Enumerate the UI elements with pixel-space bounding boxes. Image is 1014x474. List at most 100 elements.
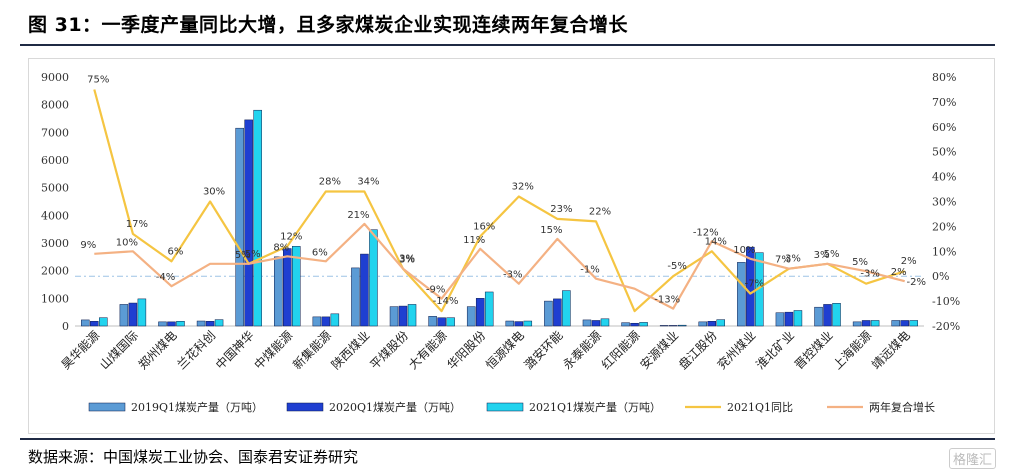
source-note: 数据来源：中国煤炭工业协会、国泰君安证券研究 — [28, 448, 359, 466]
bar-2021q1 — [330, 313, 340, 327]
x-category-label: 兰花科创 — [174, 328, 219, 373]
extra-data-label: 3% — [399, 255, 415, 266]
bar-2019q1 — [582, 319, 592, 327]
yoy-data-label: 6% — [168, 246, 184, 257]
bar-2021q1 — [214, 319, 224, 327]
bar-2021q1 — [832, 303, 841, 327]
bar-2019q1 — [351, 267, 360, 327]
bar-2019q1 — [312, 316, 322, 327]
bar-2019q1 — [891, 320, 900, 327]
yoy-data-label: 30% — [203, 187, 225, 198]
bar-2019q1 — [814, 306, 823, 327]
y-right-tick-label: 60% — [932, 121, 956, 134]
bar-2021q1 — [446, 317, 455, 327]
bar-2021q1 — [292, 246, 301, 327]
bar-2019q1 — [852, 321, 862, 327]
yoy-data-label: 5% — [245, 249, 261, 260]
bar-2020q1 — [823, 304, 832, 327]
bar-2020q1 — [283, 248, 292, 327]
x-category-label: 昊华能源 — [59, 328, 103, 372]
bar-2021q1 — [716, 319, 725, 327]
chart-title: 图 31：一季度产量同比大增，且多家煤炭企业实现连续两年复合增长 — [28, 14, 629, 36]
cagr-data-label: -2% — [907, 277, 926, 288]
bar-2020q1 — [437, 317, 446, 327]
legend-label: 2021Q1同比 — [727, 401, 793, 414]
bar-2019q1 — [274, 256, 283, 327]
y-left-tick-label: 8000 — [41, 99, 69, 112]
x-category-label: 中国神华 — [212, 328, 257, 373]
yoy-data-label: 16% — [473, 221, 495, 232]
y-left-tick-label: 6000 — [41, 154, 69, 167]
legend-swatch — [486, 402, 524, 412]
cagr-data-label: -3% — [503, 270, 522, 281]
cagr-data-label: -4% — [156, 272, 175, 283]
bar-2019q1 — [428, 316, 437, 327]
legend-label: 两年复合增长 — [869, 400, 935, 414]
y-right-tick-label: -10% — [932, 295, 960, 308]
bar-2019q1 — [775, 312, 785, 327]
legend-label: 2021Q1煤炭产量（万吨） — [529, 400, 661, 414]
bar-2020q1 — [707, 321, 716, 327]
bar-2020q1 — [360, 253, 369, 327]
x-category-label: 红阳能源 — [598, 328, 643, 373]
bar-2020q1 — [475, 298, 485, 327]
bar-2021q1 — [369, 229, 378, 327]
x-category-label: 大有能源 — [406, 328, 450, 372]
x-category-label: 晋控煤业 — [792, 328, 836, 372]
cagr-data-label: 15% — [540, 225, 562, 236]
x-category-label: 靖远煤电 — [869, 328, 913, 372]
bar-2021q1 — [99, 317, 108, 327]
yoy-data-label: 34% — [357, 177, 379, 188]
title-divider — [20, 44, 995, 46]
bar-2021q1 — [176, 321, 185, 327]
x-category-label: 新集能源 — [289, 328, 334, 373]
y-right-tick-label: -20% — [932, 320, 960, 333]
cagr-data-label: 6% — [312, 247, 328, 258]
cagr-data-label: 3% — [814, 250, 830, 261]
yoy-data-label: 22% — [589, 206, 611, 217]
bar-2019q1 — [659, 325, 669, 327]
yoy-line — [93, 89, 906, 313]
legend-item: 2021Q1煤炭产量（万吨） — [486, 400, 661, 414]
y-right-tick-label: 40% — [932, 171, 956, 184]
cagr-data-label: -12% — [693, 227, 719, 238]
y-right-tick-label: 10% — [932, 245, 956, 258]
x-category-label: 华阳股份 — [444, 328, 488, 372]
bar-2021q1 — [253, 109, 262, 327]
x-category-label: 兖州煤业 — [714, 328, 759, 373]
cagr-data-label: 10% — [116, 237, 138, 248]
y-left-tick-label: 3000 — [41, 237, 69, 250]
cagr-data-label: 10% — [733, 245, 755, 256]
legend-item: 2020Q1煤炭产量（万吨） — [286, 400, 461, 414]
yoy-data-label: 23% — [550, 204, 572, 215]
yoy-data-label: 12% — [280, 231, 302, 242]
yoy-data-label: -5% — [667, 261, 686, 272]
legend-item: 2021Q1同比 — [685, 401, 793, 414]
y-left-tick-label: 4000 — [41, 209, 69, 222]
bar-2020q1 — [167, 321, 176, 327]
x-category-label: 上海能源 — [830, 328, 875, 373]
cagr-data-label: 21% — [347, 210, 369, 221]
bar-2021q1 — [677, 324, 687, 327]
yoy-data-label: 3% — [785, 254, 801, 265]
x-category-label: 安源煤业 — [637, 328, 682, 373]
yoy-data-label: -3% — [860, 269, 879, 280]
cagr-line — [94, 222, 905, 310]
x-category-label: 潞安环能 — [521, 328, 566, 373]
watermark-logo: 格隆汇 — [948, 448, 996, 469]
cagr-data-label: 11% — [463, 235, 485, 246]
x-category-label: 山煤国际 — [97, 328, 141, 372]
x-category-label: 陕西煤业 — [328, 328, 373, 373]
cagr-data-label: -9% — [426, 285, 445, 296]
bar-2021q1 — [639, 322, 648, 327]
bar-2020q1 — [128, 302, 138, 327]
bar-2021q1 — [484, 291, 494, 327]
bar-2019q1 — [698, 321, 707, 327]
bar-2019q1 — [196, 320, 206, 327]
bar-2020q1 — [514, 321, 524, 327]
y-right-tick-label: 80% — [932, 71, 956, 84]
x-category-label: 盘江股份 — [675, 328, 720, 373]
y-left-tick-label: 7000 — [41, 126, 69, 139]
y-right-tick-label: 30% — [932, 196, 956, 209]
legend-swatch — [286, 402, 324, 412]
